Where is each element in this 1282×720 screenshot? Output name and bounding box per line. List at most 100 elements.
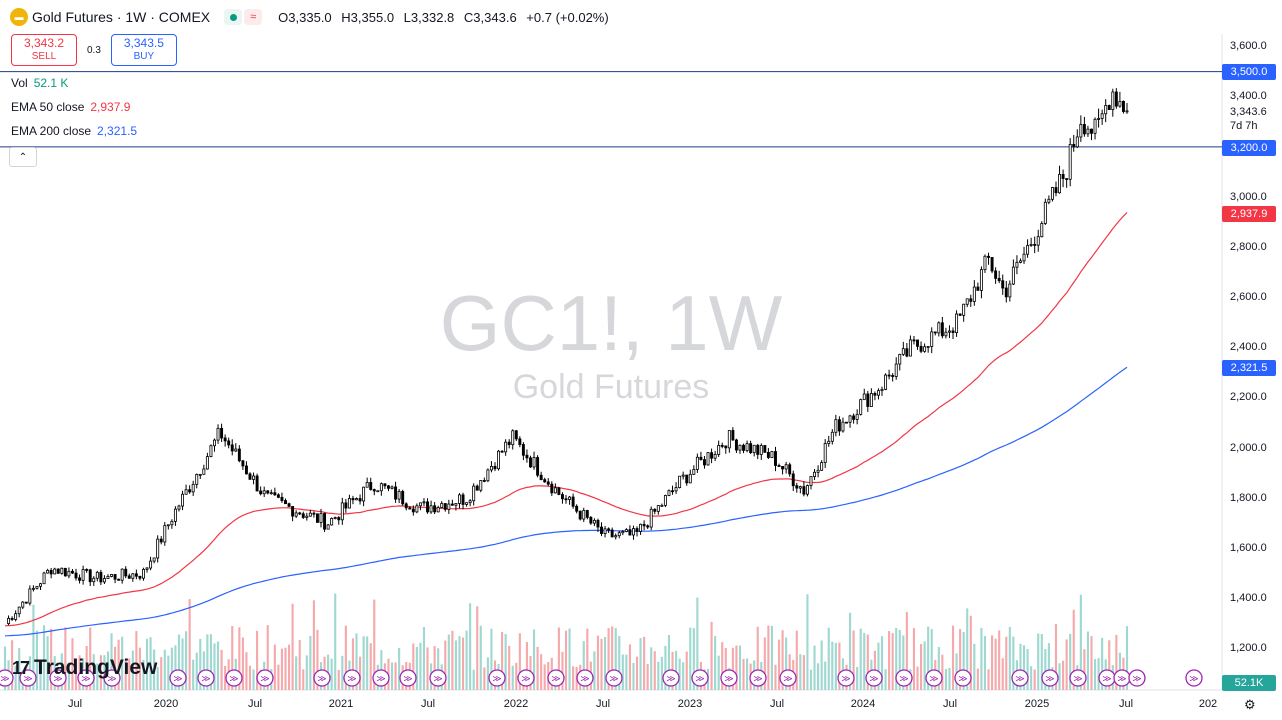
volume-bar: [650, 647, 653, 690]
level-3200-badge[interactable]: 3,200.0: [1222, 140, 1276, 156]
event-marker-glyph: ≫: [201, 674, 210, 684]
candle-body: [703, 459, 706, 466]
settings-gear-icon[interactable]: ⚙: [1244, 697, 1256, 712]
candle-body: [344, 502, 348, 509]
candle-body: [507, 441, 511, 446]
candle-body: [734, 439, 738, 451]
candle-body: [884, 374, 888, 390]
event-marker-icon: [169, 669, 187, 687]
volume-bar: [888, 631, 891, 690]
volume-bar: [131, 650, 134, 690]
volume-bar: [461, 637, 465, 690]
candle-body: [358, 498, 362, 502]
candle-body: [866, 393, 870, 407]
volume-bar: [32, 604, 35, 690]
event-marker-glyph: ≫: [23, 674, 32, 684]
candle-body: [21, 601, 25, 608]
volume-bar: [540, 654, 543, 690]
candle-body: [639, 523, 643, 532]
candle-body: [617, 532, 621, 537]
candle-body: [308, 512, 312, 517]
ema50-indicator[interactable]: EMA 50 close 2,937.9: [11, 100, 131, 114]
volume-bar: [18, 648, 21, 690]
candle-body: [585, 510, 589, 518]
candle-body: [1107, 105, 1111, 110]
candle-body: [816, 469, 820, 473]
event-marker-icon: [749, 669, 767, 687]
volume-indicator[interactable]: Vol 52.1 K: [11, 76, 69, 90]
event-marker-icon: [488, 669, 506, 687]
volume-bar: [50, 628, 53, 690]
candle-body: [198, 473, 202, 476]
candle-body: [770, 451, 774, 458]
price-tick: 2,600.0: [1230, 291, 1267, 303]
candle-body: [802, 486, 806, 495]
tradingview-logo[interactable]: 17 TradingView: [12, 656, 158, 679]
event-marker-icon: [19, 669, 37, 687]
event-marker-icon: [925, 669, 943, 687]
volume-bar: [959, 629, 962, 690]
candle-body: [379, 483, 383, 492]
volume-bar: [419, 642, 422, 690]
candle-body: [624, 529, 628, 532]
volume-bar: [501, 631, 504, 690]
candle-body: [969, 298, 973, 302]
candle-body: [230, 444, 234, 452]
price-tick: 1,800.0: [1230, 492, 1267, 504]
data-delay-icon[interactable]: ≈: [244, 9, 263, 25]
candle-body: [1029, 243, 1033, 246]
change-value: +0.7 (+0.02%): [526, 9, 609, 25]
event-marker-glyph: ≫: [551, 674, 560, 684]
volume-bar: [437, 648, 440, 690]
volume-bar: [895, 627, 898, 690]
market-status[interactable]: ≈: [224, 9, 263, 25]
candle-body: [869, 393, 873, 407]
candle-body: [752, 444, 756, 454]
volume-bar: [714, 635, 717, 690]
level-3500-badge[interactable]: 3,500.0: [1222, 64, 1276, 80]
candle-body: [443, 503, 447, 510]
volume-bar: [394, 662, 397, 690]
event-marker-icon: [1128, 669, 1146, 687]
volume-bar: [710, 621, 713, 690]
event-marker-icon: [197, 669, 215, 687]
volume-bar: [721, 642, 724, 690]
volume-bar: [1069, 633, 1072, 690]
event-marker-icon: [1011, 669, 1029, 687]
gold-symbol-icon: ▬: [10, 8, 28, 26]
collapse-legend-button[interactable]: ⌃: [9, 147, 37, 167]
volume-bar: [973, 643, 976, 690]
buy-button[interactable]: 3,343.5 BUY: [110, 34, 177, 66]
volume-bar: [74, 658, 78, 690]
event-marker-icon: [343, 669, 361, 687]
volume-bar: [817, 663, 820, 690]
volume-bar: [483, 667, 486, 690]
candle-body: [1004, 287, 1008, 298]
candle-body: [997, 277, 1001, 282]
candle-body: [1058, 174, 1062, 194]
candle-body: [745, 443, 749, 451]
ema200-indicator[interactable]: EMA 200 close 2,321.5: [11, 124, 138, 138]
volume-bar: [366, 636, 369, 690]
market-open-icon[interactable]: [224, 9, 243, 25]
sell-button[interactable]: 3,343.2 SELL: [11, 34, 77, 66]
candle-body: [1068, 144, 1072, 180]
candle-body: [749, 443, 753, 454]
volume-bar: [138, 647, 141, 690]
event-marker-glyph: ≫: [724, 674, 733, 684]
candle-body: [607, 528, 611, 531]
symbol-title[interactable]: Gold Futures · 1W · COMEX: [32, 9, 211, 25]
candle-body: [497, 450, 501, 470]
candle-body: [1026, 245, 1030, 255]
candle-body: [933, 331, 937, 334]
candle-body: [106, 576, 110, 579]
candle-body: [305, 515, 309, 518]
volume-bar: [149, 637, 152, 690]
candle-body: [60, 567, 64, 574]
candle-body: [216, 427, 220, 441]
candle-body: [181, 493, 184, 507]
candle-body: [791, 473, 795, 487]
candle-body: [177, 505, 181, 510]
candle-body: [582, 510, 586, 520]
